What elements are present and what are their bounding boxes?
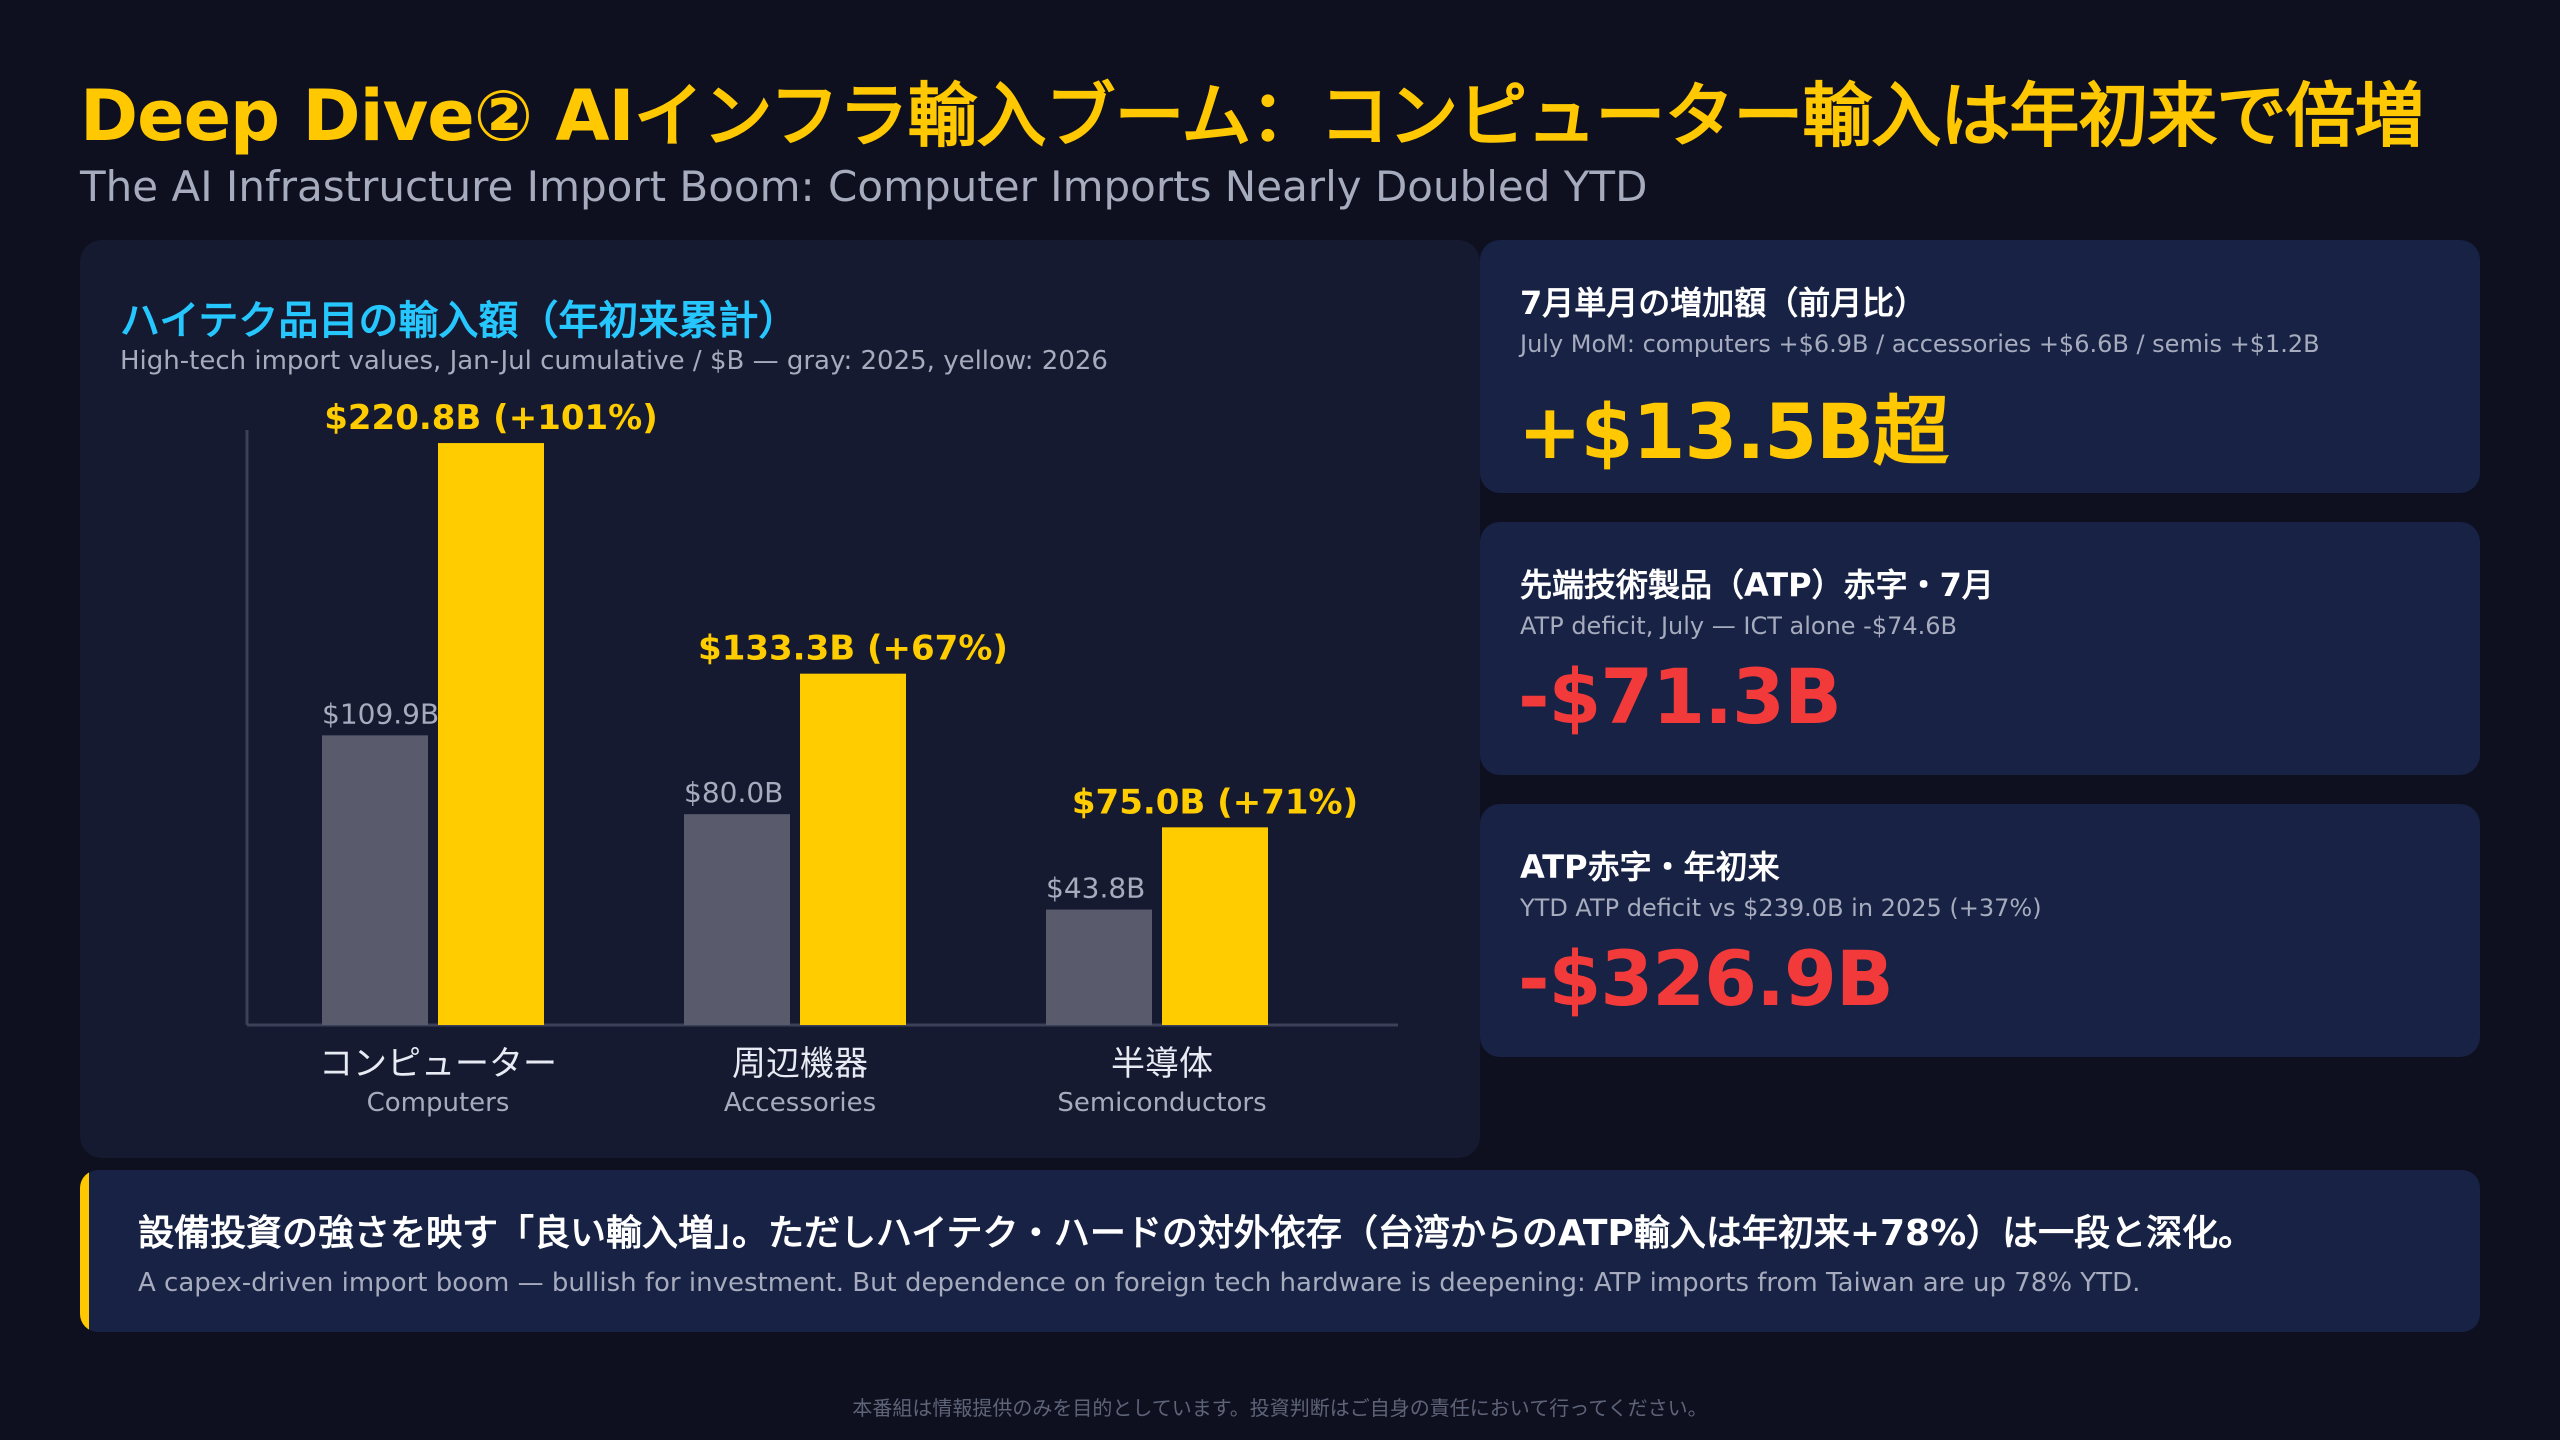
category-label-en-2: Semiconductors [1057, 1088, 1266, 1118]
stat-card-subtitle: ATP deficit, July — ICT alone -$74.6B [1520, 612, 1958, 640]
note-title: 設備投資の強さを映す「良い輸入増」。ただしハイテク・ハードの対外依存（台湾からの… [138, 1213, 2255, 1254]
page-subtitle: The AI Infrastructure Import Boom: Compu… [80, 162, 1648, 211]
stat-card-value: -$326.9B [1518, 934, 1894, 1023]
stat-card-mom-increase: 7月単月の増加額（前月比） July MoM: computers +$6.9B… [1480, 240, 2480, 493]
stat-card-title: ATP赤字・年初来 [1520, 848, 1780, 886]
category-label-ja-1: 周辺機器 [732, 1044, 868, 1084]
stat-card-title: 7月単月の増加額（前月比） [1520, 284, 1927, 322]
stat-card-value: +$13.5B超 [1518, 387, 1949, 476]
category-label-ja-2: 半導体 [1111, 1044, 1213, 1084]
bar-1-series-0 [684, 814, 790, 1025]
bar-chart: $109.9B $220.8B (+101%) コンピューター Computers $8… [245, 398, 1398, 1118]
bar-0-series-0 [322, 735, 428, 1025]
category-label-en-0: Computers [367, 1088, 510, 1118]
data-label-1-series-0: $80.0B [684, 776, 783, 809]
bar-0-series-1 [438, 443, 544, 1025]
stat-card-subtitle: YTD ATP deficit vs $239.0B in 2025 (+37%… [1520, 894, 2042, 922]
data-label-2-series-0: $43.8B [1046, 872, 1145, 905]
stat-card-title: 先端技術製品（ATP）赤字・7月 [1520, 566, 1994, 604]
category-label-en-1: Accessories [724, 1088, 876, 1118]
page-title: Deep Dive② AIインフラ輸入ブーム：コンピューター輸入は年初来で倍増 [80, 75, 2424, 157]
chart-title: ハイテク品目の輸入額（年初来累計） [120, 298, 799, 344]
note-subtitle: A capex-driven import boom — bullish for… [138, 1268, 2141, 1298]
stat-card-atp-deficit-july: 先端技術製品（ATP）赤字・7月 ATP deficit, July — ICT… [1480, 522, 2480, 775]
bar-2-series-0 [1046, 909, 1152, 1025]
chart-subtitle: High-tech import values, Jan-Jul cumulat… [120, 346, 1108, 376]
category-label-ja-0: コンピューター [319, 1044, 557, 1084]
data-label-2-series-1: $75.0B (+71%) [1072, 782, 1358, 822]
stat-card-subtitle: July MoM: computers +$6.9B / accessories… [1520, 330, 2320, 358]
bar-1-series-1 [800, 673, 906, 1025]
stat-card-value: -$71.3B [1518, 652, 1842, 741]
stat-card-atp-deficit-ytd: ATP赤字・年初来 YTD ATP deficit vs $239.0B in … [1480, 804, 2480, 1057]
chart-panel: ハイテク品目の輸入額（年初来累計） High-tech import value… [80, 240, 1480, 1158]
data-label-0-series-1: $220.8B (+101%) [324, 398, 658, 438]
takeaway-note: 設備投資の強さを映す「良い輸入増」。ただしハイテク・ハードの対外依存（台湾からの… [80, 1170, 2480, 1332]
bar-2-series-1 [1162, 827, 1268, 1025]
note-accent-bar [80, 1170, 89, 1332]
data-label-1-series-1: $133.3B (+67%) [698, 629, 1008, 669]
disclaimer: 本番組は情報提供のみを目的としています。投資判断はご自身の責任において行ってくだ… [852, 1396, 1708, 1420]
data-label-0-series-0: $109.9B [322, 697, 439, 730]
